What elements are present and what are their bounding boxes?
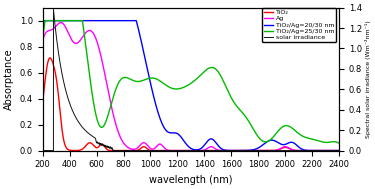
- TiO₂/Ag=25/30 nm: [337, 142, 341, 144]
- TiO₂/Ag=20/30 nm: [218, 147, 223, 149]
- TiO₂: [198, 149, 202, 152]
- TiO₂/Ag=25/30 nm: [233, 103, 238, 106]
- TiO₂/Ag=20/30 nm: [233, 149, 238, 152]
- TiO₂/Ag=25/30 nm: [262, 140, 266, 143]
- solar irradiance: [233, 149, 238, 152]
- Ag: [40, 39, 45, 41]
- TiO₂: [154, 149, 158, 152]
- solar irradiance: [337, 149, 341, 152]
- TiO₂/Ag=25/30 nm: [218, 74, 223, 77]
- TiO₂: [262, 149, 266, 152]
- Ag: [154, 146, 158, 148]
- solar irradiance: [40, 149, 45, 152]
- TiO₂: [284, 146, 289, 149]
- TiO₂/Ag=25/30 nm: [284, 125, 289, 127]
- Y-axis label: Spectral solar irradiance (Wm⁻²nm⁻¹): Spectral solar irradiance (Wm⁻²nm⁻¹): [365, 20, 371, 138]
- Ag: [218, 149, 223, 152]
- solar irradiance: [262, 149, 266, 152]
- Ag: [284, 146, 289, 148]
- TiO₂/Ag=25/30 nm: [43, 19, 47, 22]
- TiO₂/Ag=20/30 nm: [154, 104, 158, 106]
- Line: Ag: Ag: [43, 22, 339, 151]
- TiO₂: [218, 149, 223, 152]
- TiO₂/Ag=20/30 nm: [262, 143, 266, 145]
- TiO₂/Ag=20/30 nm: [337, 149, 341, 152]
- Line: TiO₂/Ag=25/30 nm: TiO₂/Ag=25/30 nm: [43, 21, 339, 143]
- Ag: [337, 149, 341, 152]
- TiO₂/Ag=20/30 nm: [94, 19, 99, 22]
- X-axis label: wavelength (nm): wavelength (nm): [149, 175, 232, 185]
- Ag: [233, 149, 238, 152]
- TiO₂: [233, 149, 238, 152]
- TiO₂/Ag=25/30 nm: [154, 78, 158, 80]
- solar irradiance: [218, 149, 223, 152]
- Line: TiO₂/Ag=20/30 nm: TiO₂/Ag=20/30 nm: [43, 21, 339, 151]
- Legend: TiO₂, Ag, TiO₂/Ag=20/30 nm, TiO₂/Ag=25/30 nm, solar irradiance: TiO₂, Ag, TiO₂/Ag=20/30 nm, TiO₂/Ag=25/3…: [262, 8, 336, 42]
- TiO₂: [40, 100, 45, 103]
- Line: solar irradiance: solar irradiance: [43, 10, 339, 151]
- Ag: [94, 39, 99, 42]
- solar irradiance: [284, 149, 289, 152]
- TiO₂: [94, 147, 99, 149]
- TiO₂/Ag=25/30 nm: [40, 36, 45, 39]
- TiO₂/Ag=20/30 nm: [40, 19, 45, 22]
- TiO₂/Ag=20/30 nm: [284, 143, 289, 145]
- solar irradiance: [94, 142, 99, 144]
- TiO₂/Ag=25/30 nm: [94, 116, 99, 119]
- Ag: [262, 149, 266, 152]
- Y-axis label: Absorptance: Absorptance: [4, 48, 14, 110]
- TiO₂: [48, 57, 52, 59]
- TiO₂: [337, 149, 341, 152]
- Line: TiO₂: TiO₂: [43, 58, 339, 151]
- solar irradiance: [51, 9, 56, 11]
- solar irradiance: [154, 149, 158, 152]
- Ag: [58, 21, 63, 24]
